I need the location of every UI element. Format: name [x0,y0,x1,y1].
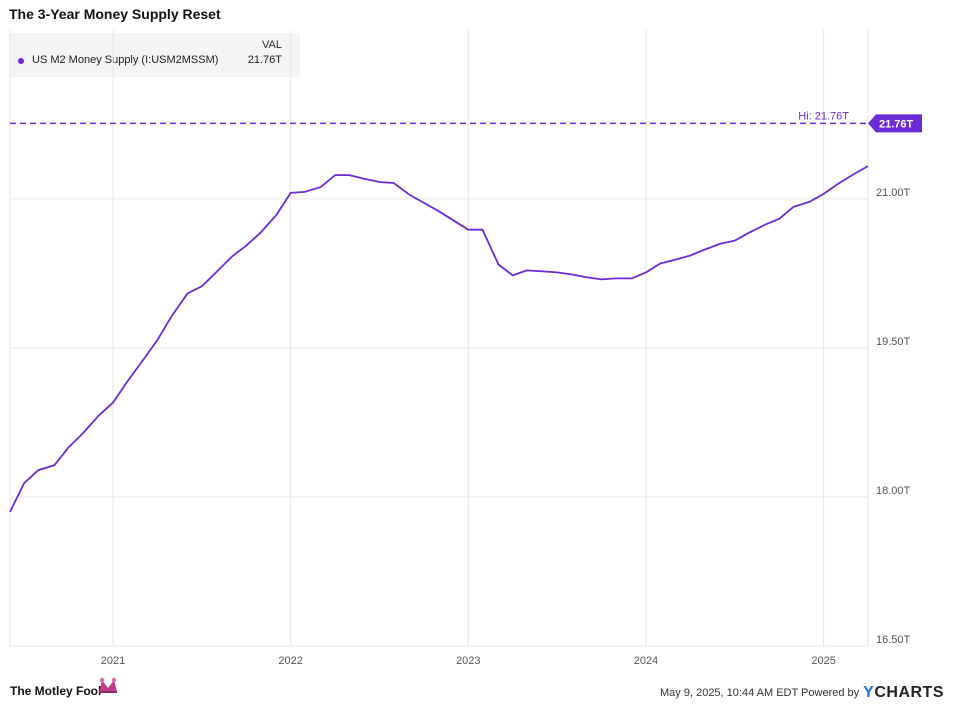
y-tick-label: 21.00T [876,187,911,199]
legend-series-name[interactable]: US M2 Money Supply (I:USM2MSSM) [32,54,219,66]
ycharts-logo[interactable]: YCHARTS [863,684,944,701]
footer-attribution: May 9, 2025, 10:44 AM EDT Powered by YCH… [660,684,944,702]
legend: VAL US M2 Money Supply (I:USM2MSSM) 21.7… [10,33,300,77]
series-line[interactable] [9,165,869,513]
last-value-badge-bg [868,114,922,133]
timestamp: May 9, 2025, 10:44 AM EDT Powered by [660,687,860,699]
y-tick-label: 16.50T [876,634,911,646]
hi-line-group: Hi: 21.76T [10,110,868,125]
grid [9,30,869,647]
y-tick-label: 19.50T [876,336,911,348]
x-tick-label: 2022 [278,655,302,667]
legend-series-dot [18,58,24,64]
legend-series-value: 21.76T [247,54,282,66]
legend-value-header: VAL [262,39,282,51]
last-value-label: 21.76T [879,118,914,130]
jester-hat-icon [99,677,117,693]
x-tick-label: 2024 [634,655,658,667]
x-tick-label: 2021 [101,655,125,667]
y-tick-label: 18.00T [876,485,911,497]
axis-ticks: 16.50T 18.00T 19.50T 21.00T 2021 2022 2023 2024… [101,187,911,667]
chart-title: The 3-Year Money Supply Reset [9,6,221,22]
x-tick-label: 2025 [811,655,835,667]
hi-label: Hi: 21.76T [798,110,849,122]
x-tick-label: 2023 [456,655,480,667]
last-value-badge: 21.76T [868,114,922,133]
motley-fool-logo: The Motley Fool [10,684,102,698]
